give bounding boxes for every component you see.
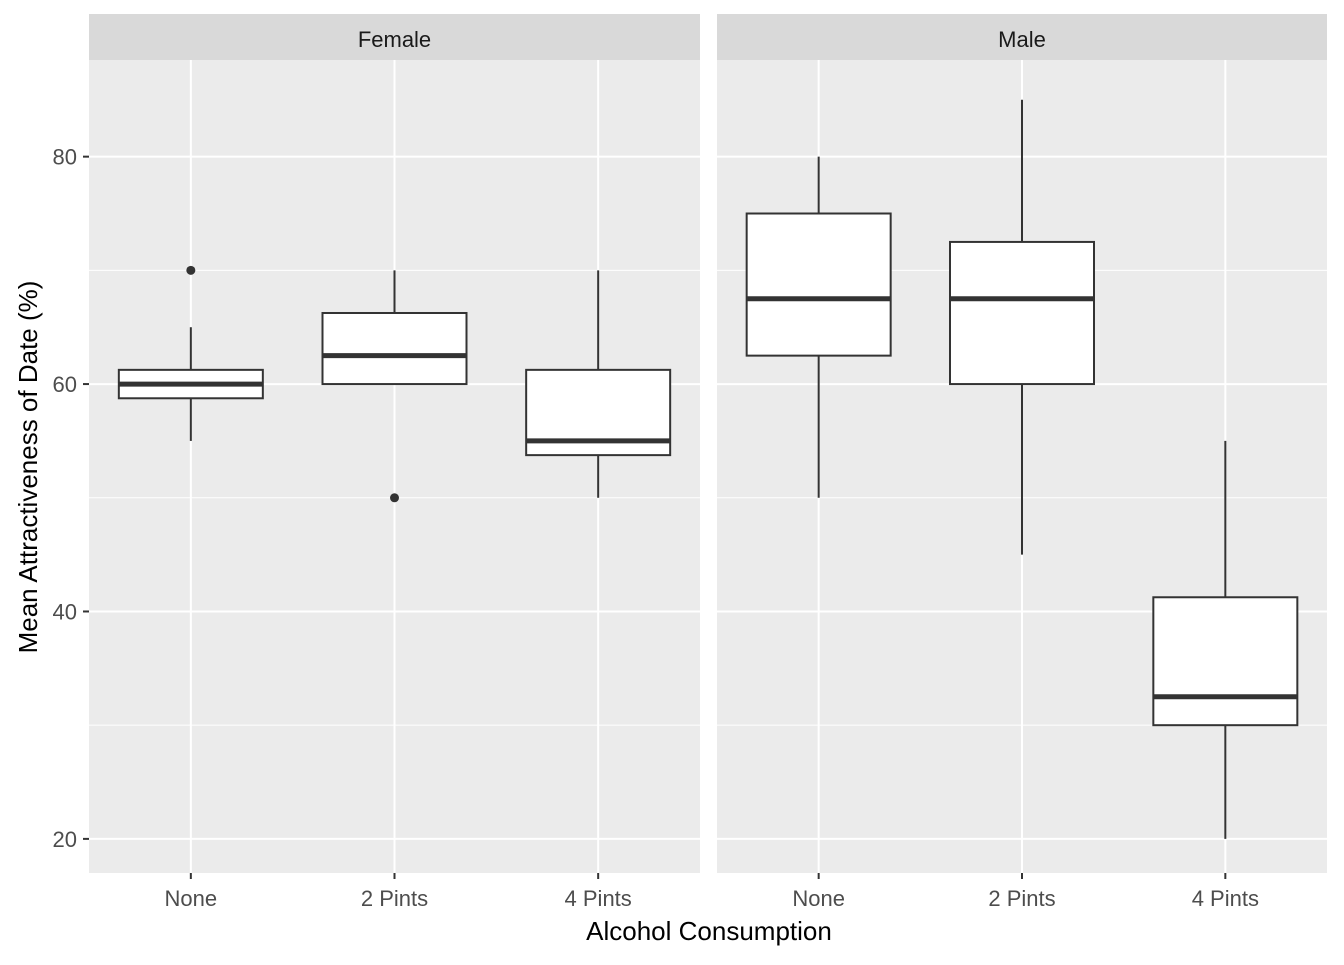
facet-strip [89,14,700,60]
box-male-2-pints [949,99,1095,555]
box-male-none [745,156,892,498]
x-tick-label: 2 Pints [361,886,428,911]
box-female-none [117,265,264,441]
facet-panel-male: Male None 2 Pints 4 Pints [717,14,1327,911]
outlier-point [186,265,196,275]
box-body [321,311,468,386]
panels-layer: Female None 2 Pints 4 Pints Male None 2 Pints 4… [53,14,1327,911]
y-axis-title: Mean Attractiveness of Date (%) [13,281,43,654]
box-body [745,212,892,357]
x-tick-label: 4 Pints [1192,886,1259,911]
x-tick-label: 2 Pints [988,886,1055,911]
x-axis-title: Alcohol Consumption [586,916,832,946]
facet-strip-label: Female [358,27,431,52]
y-tick-label: 60 [53,372,77,397]
y-tick-label: 20 [53,827,77,852]
outlier-point [390,493,399,503]
facet-panel-female: Female None 2 Pints 4 Pints [89,14,700,911]
y-axis: 20 40 60 80 [53,145,89,852]
facet-strip [717,14,1327,60]
x-tick-label: 4 Pints [565,886,632,911]
x-tick-label: None [792,886,845,911]
box-body [1152,596,1299,727]
box-body [949,240,1095,386]
box-female-4-pints [525,270,672,498]
box-male-4-pints [1152,440,1299,839]
y-tick-label: 80 [53,145,77,170]
box-female-2-pints [321,270,468,503]
x-tick-label: None [165,886,218,911]
y-tick-label: 40 [53,599,77,624]
facet-strip-label: Male [998,27,1046,52]
